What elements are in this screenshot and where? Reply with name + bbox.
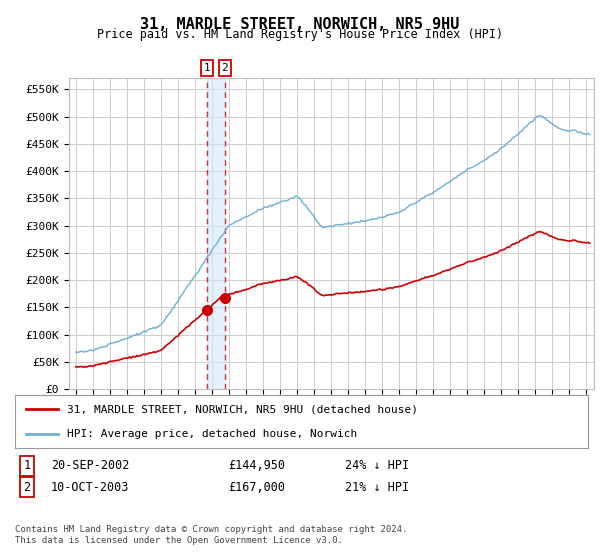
Text: 1: 1: [203, 63, 211, 73]
Text: Price paid vs. HM Land Registry's House Price Index (HPI): Price paid vs. HM Land Registry's House …: [97, 28, 503, 41]
Text: 2: 2: [221, 63, 229, 73]
Text: 1: 1: [23, 459, 31, 473]
Text: 20-SEP-2002: 20-SEP-2002: [51, 459, 130, 473]
Text: 31, MARDLE STREET, NORWICH, NR5 9HU (detached house): 31, MARDLE STREET, NORWICH, NR5 9HU (det…: [67, 404, 418, 414]
Text: £144,950: £144,950: [228, 459, 285, 473]
Text: 24% ↓ HPI: 24% ↓ HPI: [345, 459, 409, 473]
Bar: [207, 78, 225, 389]
Text: 2: 2: [23, 480, 31, 494]
Text: HPI: Average price, detached house, Norwich: HPI: Average price, detached house, Norw…: [67, 428, 357, 438]
Text: £167,000: £167,000: [228, 480, 285, 494]
Text: 21% ↓ HPI: 21% ↓ HPI: [345, 480, 409, 494]
Text: 10-OCT-2003: 10-OCT-2003: [51, 480, 130, 494]
Text: 31, MARDLE STREET, NORWICH, NR5 9HU: 31, MARDLE STREET, NORWICH, NR5 9HU: [140, 17, 460, 32]
Text: Contains HM Land Registry data © Crown copyright and database right 2024.
This d: Contains HM Land Registry data © Crown c…: [15, 525, 407, 545]
